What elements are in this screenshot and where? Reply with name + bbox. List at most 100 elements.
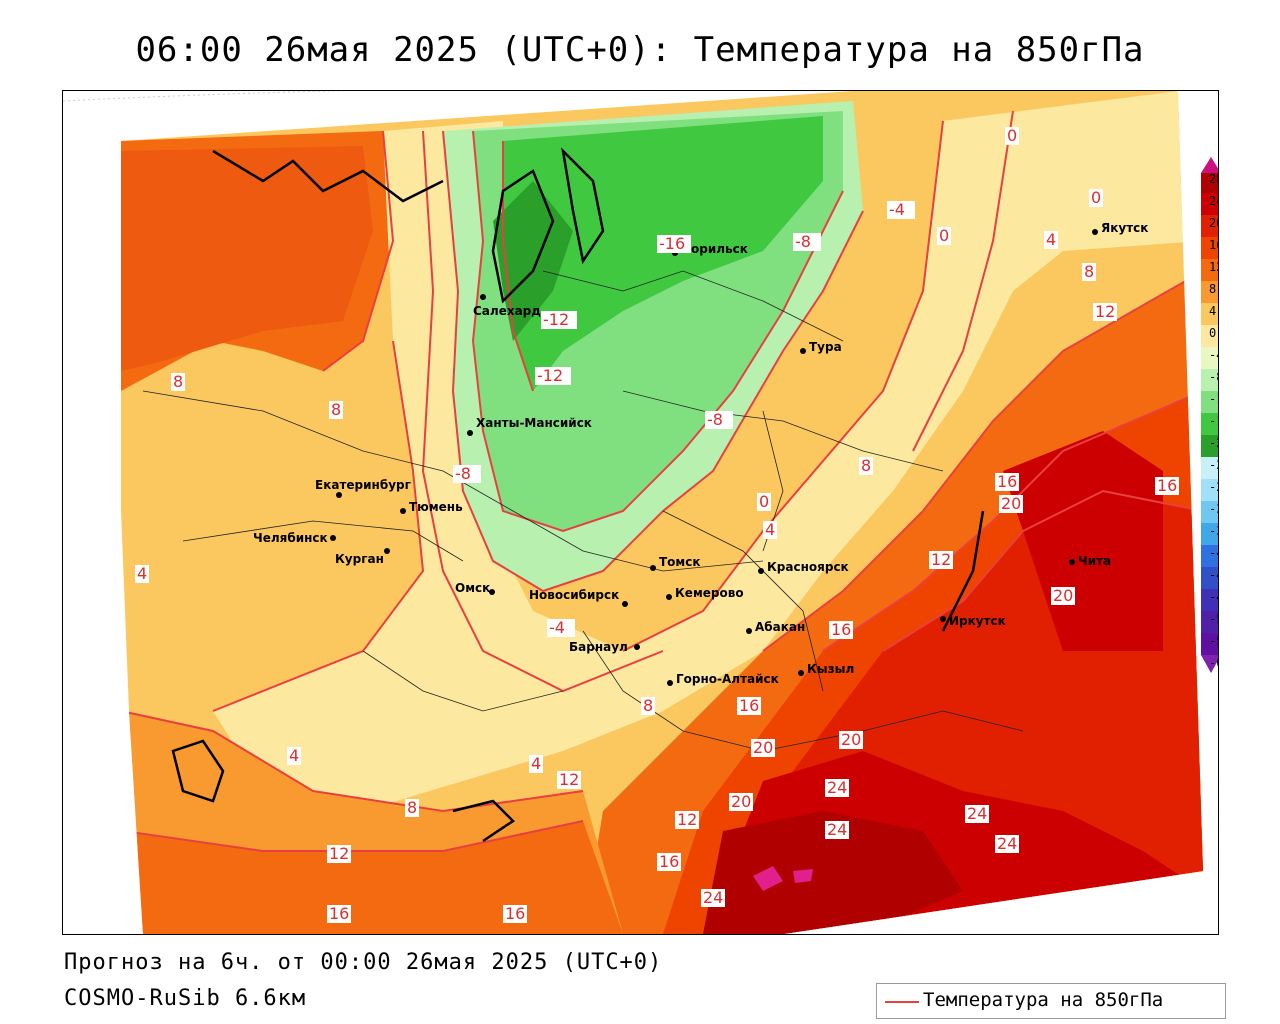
svg-text:0: 0 [1091,188,1101,207]
svg-text:16: 16 [997,472,1017,491]
svg-text:8: 8 [331,400,341,419]
map-area[interactable]: 28 24 20 16 12 8 4 0 -4 -8 -12 -16 -20 -… [62,90,1219,935]
isoline-labels: 0 0 -4 0 4 8 12 8 8 4 -16 -8 -12 -12 -8 … [135,126,1179,923]
cbar-m60: -60 [1209,656,1218,670]
cbar-4: 4 [1209,304,1216,318]
zone-minus12 [503,116,823,391]
svg-text:4: 4 [137,564,147,583]
svg-text:8: 8 [407,798,417,817]
svg-text:16: 16 [659,852,679,871]
city-tura: Тура [809,340,842,354]
model-info: COSMO-RuSib 6.6км [64,986,307,1011]
svg-text:-16: -16 [659,234,685,253]
cbar-16: 16 [1209,238,1218,252]
svg-text:12: 12 [329,844,349,863]
city-chelyabinsk: Челябинск [253,531,328,545]
cbar-20: 20 [1209,216,1218,230]
svg-text:8: 8 [861,456,871,475]
city-omsk: Омск [455,581,490,595]
cbar-m48: -48 [1209,590,1218,604]
cbar-m12: -12 [1209,392,1218,406]
svg-text:16: 16 [329,904,349,923]
legend-line-swatch [885,1001,919,1003]
borders [142,270,1024,752]
cbar-m52: -52 [1209,612,1218,626]
city-novosibirsk: Новосибирск [529,588,619,602]
svg-text:4: 4 [1046,230,1056,249]
zone-24 [703,811,963,934]
cbar-m20: -20 [1209,436,1218,450]
cbar-0: 0 [1209,326,1216,340]
svg-text:12: 12 [559,770,579,789]
city-yakutsk: Якутск [1101,221,1148,235]
legend: Температура на 850гПа [876,983,1226,1019]
svg-text:12: 12 [931,550,951,569]
svg-text:-8: -8 [707,410,723,429]
svg-text:0: 0 [1007,126,1017,145]
svg-text:16: 16 [739,696,759,715]
cbar-m16: -16 [1209,414,1218,428]
colorbar: 28 24 20 16 12 8 4 0 -4 -8 -12 -16 -20 -… [1201,157,1218,673]
svg-text:12: 12 [677,810,697,829]
isolines [121,110,1203,852]
svg-text:4: 4 [289,746,299,765]
svg-text:20: 20 [1053,586,1073,605]
svg-text:-12: -12 [537,366,563,385]
city-tyumen: Тюмень [409,500,463,514]
cbar-m28: -28 [1209,480,1218,494]
svg-text:12: 12 [1095,302,1115,321]
legend-label: Температура на 850гПа [923,989,1164,1011]
temperature-map: 28 24 20 16 12 8 4 0 -4 -8 -12 -16 -20 -… [63,91,1218,934]
map-title: 06:00 26мая 2025 (UTC+0): Температура на… [135,30,1145,70]
cbar-m8: -8 [1209,370,1218,384]
cbar-m32: -32 [1209,502,1218,516]
svg-text:16: 16 [831,620,851,639]
city-yekaterinburg: Екатеринбург [315,478,411,492]
svg-text:24: 24 [703,888,723,907]
svg-text:20: 20 [1001,494,1021,513]
city-kemerovo: Кемерово [675,586,744,600]
forecast-info: Прогноз на 6ч. от 00:00 26мая 2025 (UTC+… [64,950,663,975]
svg-text:24: 24 [997,834,1017,853]
cbar-8: 8 [1209,282,1216,296]
svg-text:16: 16 [505,904,525,923]
svg-text:-8: -8 [795,232,811,251]
svg-text:24: 24 [827,778,847,797]
cbar-m24: -24 [1209,458,1218,472]
svg-text:8: 8 [643,696,653,715]
city-kurgan: Курган [335,552,384,566]
cbar-m36: -36 [1209,524,1218,538]
cities: Якутск Норильск Салехард Тура Ханты-Манс… [253,221,1148,686]
city-salekhard: Салехард [473,304,541,318]
coastline [171,147,985,843]
svg-text:-12: -12 [543,310,569,329]
city-barnaul: Барнаул [569,640,628,654]
cbar-m40: -40 [1209,546,1218,560]
city-tomsk: Томск [659,555,701,569]
cbar-28: 28 [1209,172,1218,186]
svg-text:20: 20 [731,792,751,811]
city-krasnoyarsk: Красноярск [767,560,849,574]
svg-text:-4: -4 [889,200,905,219]
svg-text:8: 8 [173,372,183,391]
svg-text:0: 0 [939,226,949,245]
city-khanty-mansiysk: Ханты-Мансийск [476,416,592,430]
city-irkutsk: Иркутск [949,614,1006,628]
cbar-m56: -56 [1209,634,1218,648]
city-abakan: Абакан [755,620,805,634]
zone-20-east [1003,431,1163,651]
cbar-m4: -4 [1209,348,1218,362]
svg-text:4: 4 [765,520,775,539]
svg-text:0: 0 [759,492,769,511]
svg-text:24: 24 [827,820,847,839]
svg-text:20: 20 [753,738,773,757]
svg-text:20: 20 [841,730,861,749]
svg-text:16: 16 [1157,476,1177,495]
svg-text:-8: -8 [455,464,471,483]
svg-text:-4: -4 [549,618,565,637]
svg-text:4: 4 [531,754,541,773]
svg-text:24: 24 [967,804,987,823]
city-gorno-altaysk: Горно-Алтайск [676,672,779,686]
cbar-12: 12 [1209,260,1218,274]
cbar-m44: -44 [1209,568,1218,582]
